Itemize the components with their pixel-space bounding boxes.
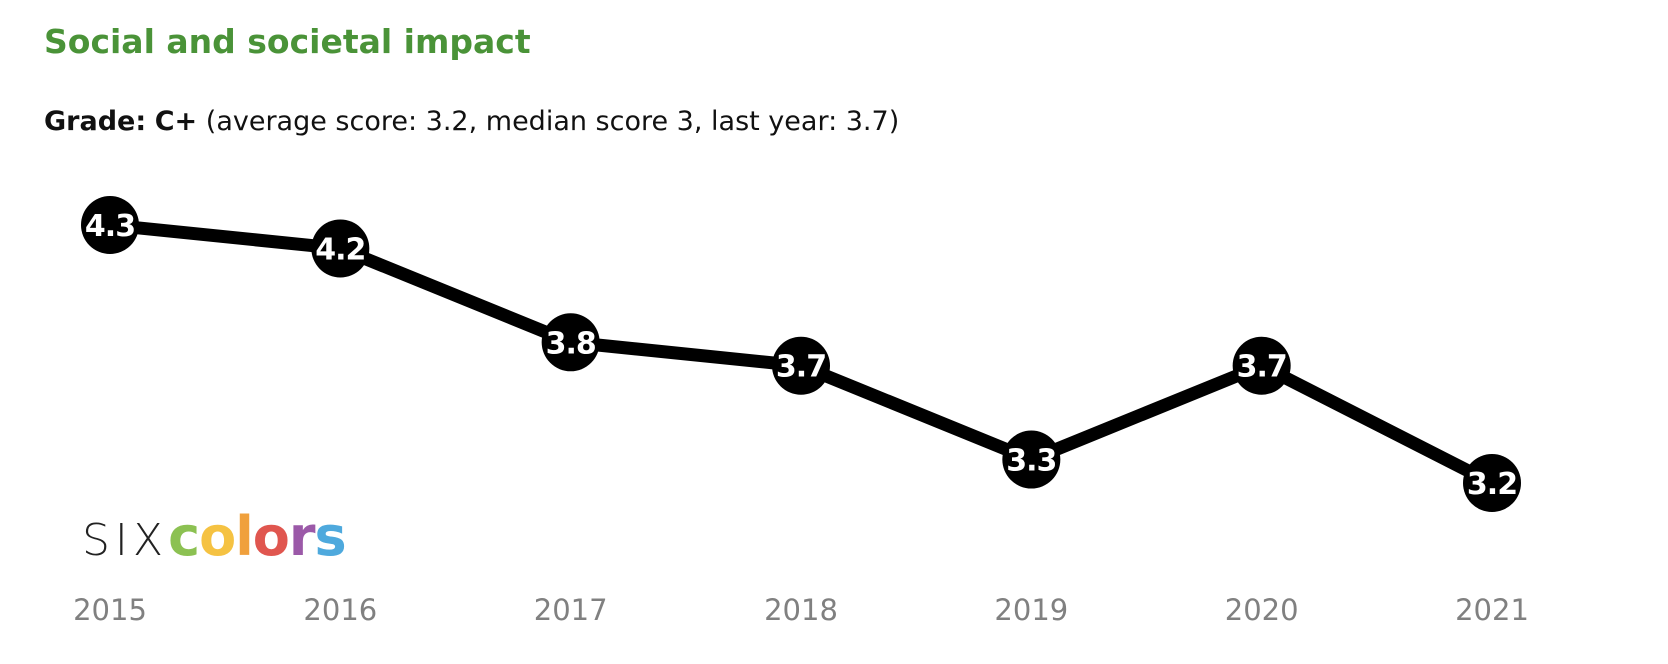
x-tick-label-2015: 2015: [73, 593, 147, 627]
data-point-2015: [81, 196, 139, 254]
logo-letter-1: o: [199, 505, 236, 568]
grade-value: C+: [154, 106, 198, 137]
grade-label: Grade:: [44, 106, 147, 137]
data-label-2017: 3.8: [546, 326, 596, 361]
data-label-2015: 4.3: [85, 209, 135, 244]
chart-title: Social and societal impact: [44, 22, 531, 61]
data-label-2021: 3.2: [1467, 467, 1517, 502]
data-label-2020: 3.7: [1237, 350, 1287, 385]
data-point-2017: [541, 313, 600, 372]
sixcolors-logo: SIXcolors: [82, 510, 347, 566]
logo-letter-5: s: [314, 505, 346, 568]
logo-prefix: SIX: [82, 515, 169, 566]
grade-line: Grade: C+ (average score: 3.2, median sc…: [44, 106, 899, 137]
x-tick-label-2016: 2016: [303, 593, 377, 627]
x-tick-label-2018: 2018: [764, 593, 838, 627]
data-point-2021: [1463, 454, 1521, 512]
logo-letter-2: l: [235, 505, 253, 568]
data-label-2016: 4.2: [315, 232, 365, 267]
x-tick-label-2021: 2021: [1455, 593, 1529, 627]
grade-details: (average score: 3.2, median score 3, las…: [205, 106, 900, 137]
data-label-2019: 3.3: [1006, 444, 1056, 479]
data-label-2018: 3.7: [776, 350, 826, 385]
logo-letter-3: o: [252, 505, 290, 568]
logo-colors-word: colors: [168, 505, 347, 568]
data-point-2020: [1232, 336, 1291, 395]
logo-letter-0: c: [168, 505, 200, 568]
logo-letter-4: r: [288, 505, 316, 568]
data-point-2016: [311, 219, 370, 278]
data-point-2018: [772, 336, 830, 395]
x-tick-label-2019: 2019: [994, 593, 1068, 627]
x-tick-label-2017: 2017: [534, 593, 608, 627]
data-point-2019: [1002, 430, 1061, 489]
x-tick-label-2020: 2020: [1225, 593, 1299, 627]
